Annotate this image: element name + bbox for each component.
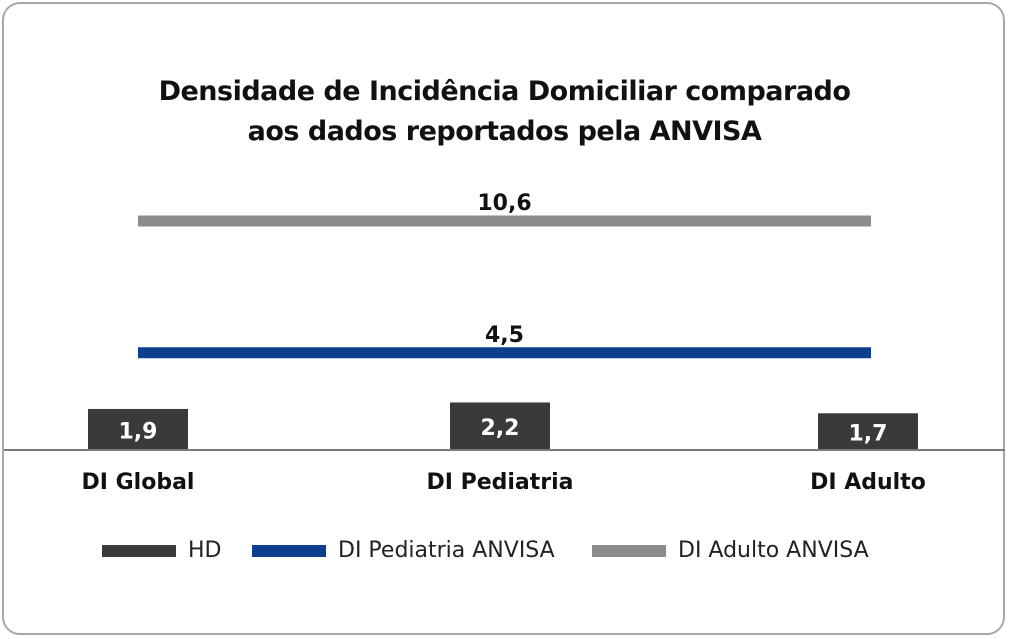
data-label-di-pediatria-anvisa: 4,5 (485, 323, 524, 348)
legend-item-pediatria-anvisa: DI Pediatria ANVISA (252, 538, 555, 563)
bar-label-di-adulto: 1,7 (849, 422, 888, 447)
x-tick-label-di-adulto: DI Adulto (810, 470, 926, 495)
data-label-di-adulto-anvisa: 10,6 (477, 191, 531, 216)
legend-item-hd: HD (102, 538, 221, 563)
x-tick-label-di-pediatria: DI Pediatria (426, 470, 573, 495)
chart-title-line-1: Densidade de Incidência Domiciliar compa… (158, 76, 851, 107)
legend-swatch-hd (102, 544, 176, 557)
legend-label-adulto-anvisa: DI Adulto ANVISA (678, 538, 869, 563)
chart-title-line-2: aos dados reportados pela ANVISA (247, 116, 762, 147)
legend-label-hd: HD (188, 538, 222, 563)
bar-di-pediatria (450, 402, 550, 450)
bar-label-di-pediatria: 2,2 (481, 416, 520, 441)
legend-swatch-adulto-anvisa (592, 544, 666, 557)
bar-di-global (88, 408, 188, 450)
legend-label-pediatria-anvisa: DI Pediatria ANVISA (338, 538, 555, 563)
chart-title: Densidade de Incidência Domiciliar compa… (0, 72, 1009, 152)
bar-label-di-global: 1,9 (119, 419, 158, 444)
legend-swatch-pediatria-anvisa (252, 544, 326, 557)
bar-di-adulto (818, 413, 918, 450)
x-tick-label-di-global: DI Global (82, 470, 195, 495)
chart-legend: HD DI Pediatria ANVISA DI Adulto ANVISA (0, 538, 1009, 568)
legend-item-adulto-anvisa: DI Adulto ANVISA (592, 538, 869, 563)
